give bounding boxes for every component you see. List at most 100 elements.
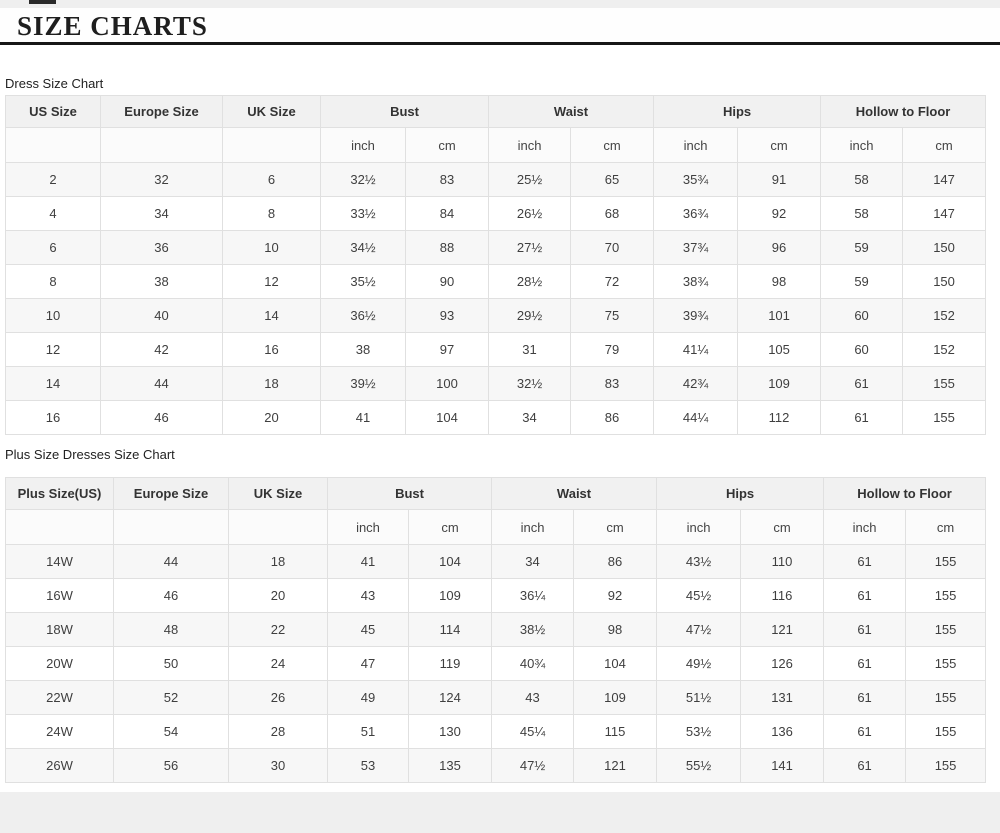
table-cell: 50	[113, 646, 229, 681]
table-cell: 6	[222, 162, 321, 197]
table-cell: 51½	[656, 680, 742, 715]
unit-header: inch	[488, 127, 572, 163]
table-cell: 8	[5, 264, 101, 299]
table-row: 12 42 16 38 97 31 79 41¼ 105 60 152	[5, 332, 987, 367]
table-cell: 18	[222, 366, 321, 401]
dress-table-head: US Size Europe Size UK Size Bust Waist Hips Ho…	[5, 95, 987, 163]
column-group-header: Waist	[491, 477, 658, 510]
table-cell: 70	[570, 230, 655, 265]
table-cell: 29½	[488, 298, 572, 333]
empty-header-cell	[5, 509, 114, 545]
table-cell: 38¾	[653, 264, 739, 299]
table-cell: 40¾	[491, 646, 575, 681]
table-cell: 47½	[491, 748, 575, 783]
table-cell: 61	[823, 544, 907, 579]
table-cell: 20W	[5, 646, 114, 681]
table-cell: 110	[740, 544, 825, 579]
table-cell: 34	[491, 544, 575, 579]
table-cell: 97	[404, 332, 490, 367]
table-cell: 152	[902, 332, 987, 367]
table-cell: 100	[404, 366, 490, 401]
table-cell: 116	[740, 578, 825, 613]
table-cell: 155	[905, 544, 987, 579]
table-cell: 98	[573, 612, 658, 647]
unit-header: inch	[653, 127, 739, 163]
table-cell: 12	[222, 264, 321, 299]
table-row: 20W 50 24 47 119 40¾ 104 49½ 126 61 155	[5, 646, 987, 681]
table-cell: 109	[573, 680, 658, 715]
table-cell: 58	[820, 162, 904, 197]
table-cell: 92	[573, 578, 658, 613]
unit-header: cm	[737, 127, 822, 163]
table-cell: 33½	[320, 196, 406, 231]
table-cell: 131	[740, 680, 825, 715]
column-header: UK Size	[222, 95, 321, 128]
unit-header-row: inch cm inch cm inch cm inch cm	[5, 127, 987, 163]
table-cell: 61	[820, 366, 904, 401]
unit-header: cm	[404, 127, 490, 163]
table-cell: 47	[327, 646, 409, 681]
table-cell: 65	[570, 162, 655, 197]
table-cell: 47½	[656, 612, 742, 647]
table-cell: 101	[737, 298, 822, 333]
table-cell: 104	[573, 646, 658, 681]
unit-header: cm	[740, 509, 825, 545]
column-header: US Size	[5, 95, 101, 128]
table-row: 18W 48 22 45 114 38½ 98 47½ 121 61 155	[5, 612, 987, 647]
table-cell: 61	[823, 680, 907, 715]
table-cell: 54	[113, 714, 229, 749]
table-cell: 88	[404, 230, 490, 265]
table-cell: 141	[740, 748, 825, 783]
table-cell: 42	[100, 332, 223, 367]
plus-table-head: Plus Size(US) Europe Size UK Size Bust Waist…	[5, 477, 987, 545]
table-cell: 14	[222, 298, 321, 333]
table-cell: 51	[327, 714, 409, 749]
column-group-header: Hollow to Floor	[820, 95, 987, 128]
column-group-header: Hips	[653, 95, 822, 128]
table-cell: 18W	[5, 612, 114, 647]
table-cell: 83	[404, 162, 490, 197]
table-row: 22W 52 26 49 124 43 109 51½ 131 61 155	[5, 680, 987, 715]
table-cell: 61	[823, 612, 907, 647]
table-cell: 31	[488, 332, 572, 367]
unit-header: inch	[320, 127, 406, 163]
table-cell: 86	[570, 400, 655, 435]
table-row: 4 34 8 33½ 84 26½ 68 36¾ 92 58 147	[5, 196, 987, 231]
section-label-dress: Dress Size Chart	[5, 76, 104, 91]
column-group-header: Waist	[488, 95, 655, 128]
table-cell: 90	[404, 264, 490, 299]
table-cell: 150	[902, 230, 987, 265]
table-cell: 16	[5, 400, 101, 435]
table-cell: 98	[737, 264, 822, 299]
table-cell: 32	[100, 162, 223, 197]
table-cell: 36¾	[653, 196, 739, 231]
table-row: 14 44 18 39½ 100 32½ 83 42¾ 109 61 155	[5, 366, 987, 401]
unit-header: cm	[573, 509, 658, 545]
table-row: 24W 54 28 51 130 45¼ 115 53½ 136 61 155	[5, 714, 987, 749]
table-cell: 155	[902, 366, 987, 401]
table-cell: 34½	[320, 230, 406, 265]
table-cell: 75	[570, 298, 655, 333]
section-label-plus: Plus Size Dresses Size Chart	[5, 447, 175, 462]
table-row: 14W 44 18 41 104 34 86 43½ 110 61 155	[5, 544, 987, 579]
table-cell: 55½	[656, 748, 742, 783]
table-cell: 32½	[488, 366, 572, 401]
title-divider	[0, 42, 1000, 45]
table-cell: 86	[573, 544, 658, 579]
top-margin-strip	[0, 0, 1000, 8]
table-cell: 38	[100, 264, 223, 299]
table-cell: 49½	[656, 646, 742, 681]
table-cell: 44¼	[653, 400, 739, 435]
table-row: 8 38 12 35½ 90 28½ 72 38¾ 98 59 150	[5, 264, 987, 299]
table-cell: 35½	[320, 264, 406, 299]
table-cell: 41	[320, 400, 406, 435]
table-cell: 38½	[491, 612, 575, 647]
table-cell: 38	[320, 332, 406, 367]
table-cell: 43	[491, 680, 575, 715]
table-cell: 43½	[656, 544, 742, 579]
table-cell: 25½	[488, 162, 572, 197]
table-cell: 34	[100, 196, 223, 231]
table-cell: 16	[222, 332, 321, 367]
table-cell: 36½	[320, 298, 406, 333]
